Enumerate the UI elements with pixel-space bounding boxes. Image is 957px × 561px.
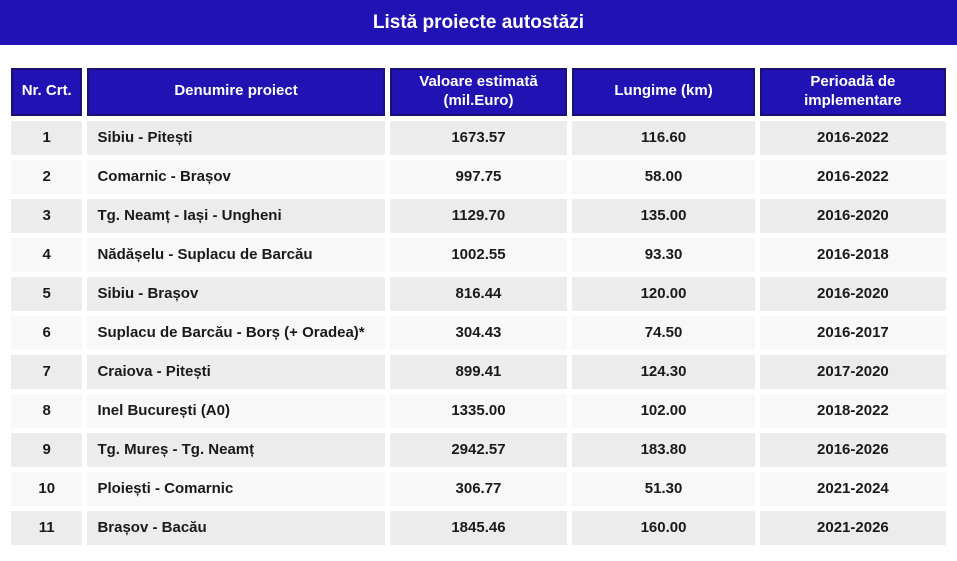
table-row: 1 Sibiu - Pitești 1673.57 116.60 2016-2022 bbox=[11, 120, 946, 155]
cell-length: 160.00 bbox=[572, 510, 755, 545]
column-header-nr: Nr. Crt. bbox=[11, 68, 83, 116]
cell-value: 1002.55 bbox=[389, 237, 568, 272]
cell-period: 2016-2022 bbox=[759, 159, 946, 194]
cell-name: Nădășelu - Suplacu de Barcău bbox=[87, 237, 385, 272]
cell-name: Inel București (A0) bbox=[87, 393, 385, 428]
cell-value: 2942.57 bbox=[389, 432, 568, 467]
cell-name: Comarnic - Brașov bbox=[87, 159, 385, 194]
cell-name: Sibiu - Pitești bbox=[87, 120, 385, 155]
header-row: Nr. Crt. Denumire proiect Valoare estimată… bbox=[11, 68, 946, 116]
column-header-line: (mil.Euro) bbox=[443, 91, 514, 109]
cell-name: Suplacu de Barcău - Borș (+ Oradea)* bbox=[87, 315, 385, 350]
cell-nr: 2 bbox=[11, 159, 83, 194]
table-row: 3 Tg. Neamț - Iași - Ungheni 1129.70 135.00… bbox=[11, 198, 946, 233]
column-header-line: Lungime (km) bbox=[614, 82, 713, 100]
table-row: 6 Suplacu de Barcău - Borș (+ Oradea)* 304… bbox=[11, 315, 946, 350]
cell-nr: 9 bbox=[11, 432, 83, 467]
cell-value: 997.75 bbox=[389, 159, 568, 194]
table-row: 7 Craiova - Pitești 899.41 124.30 2017-2020 bbox=[11, 354, 946, 389]
cell-length: 51.30 bbox=[572, 471, 755, 506]
cell-value: 1129.70 bbox=[389, 198, 568, 233]
title-bar: Listă proiecte autostăzi bbox=[0, 0, 957, 45]
cell-length: 135.00 bbox=[572, 198, 755, 233]
table-header: Nr. Crt. Denumire proiect Valoare estimată… bbox=[11, 68, 946, 116]
cell-length: 183.80 bbox=[572, 432, 755, 467]
column-header-length: Lungime (km) bbox=[572, 68, 755, 116]
cell-period: 2016-2022 bbox=[759, 120, 946, 155]
cell-name: Ploiești - Comarnic bbox=[87, 471, 385, 506]
table-row: 4 Nădășelu - Suplacu de Barcău 1002.55 93.3… bbox=[11, 237, 946, 272]
table-row: 10 Ploiești - Comarnic 306.77 51.30 2021-202… bbox=[11, 471, 946, 506]
cell-nr: 4 bbox=[11, 237, 83, 272]
column-header-period: Perioadă de implementare bbox=[759, 68, 946, 116]
cell-period: 2018-2022 bbox=[759, 393, 946, 428]
cell-length: 124.30 bbox=[572, 354, 755, 389]
cell-value: 899.41 bbox=[389, 354, 568, 389]
cell-name: Tg. Neamț - Iași - Ungheni bbox=[87, 198, 385, 233]
cell-value: 1845.46 bbox=[389, 510, 568, 545]
cell-name: Craiova - Pitești bbox=[87, 354, 385, 389]
cell-period: 2016-2017 bbox=[759, 315, 946, 350]
cell-value: 306.77 bbox=[389, 471, 568, 506]
cell-nr: 1 bbox=[11, 120, 83, 155]
column-header-name: Denumire proiect bbox=[87, 68, 385, 116]
cell-period: 2016-2020 bbox=[759, 198, 946, 233]
cell-period: 2016-2018 bbox=[759, 237, 946, 272]
cell-length: 93.30 bbox=[572, 237, 755, 272]
cell-name: Tg. Mureș - Tg. Neamț bbox=[87, 432, 385, 467]
cell-nr: 11 bbox=[11, 510, 83, 545]
cell-value: 1335.00 bbox=[389, 393, 568, 428]
column-header-line: Nr. Crt. bbox=[21, 82, 72, 100]
table-row: 9 Tg. Mureș - Tg. Neamț 2942.57 183.80 2016-… bbox=[11, 432, 946, 467]
cell-period: 2021-2024 bbox=[759, 471, 946, 506]
column-header-line: Valoare estimată bbox=[419, 73, 538, 90]
cell-nr: 8 bbox=[11, 393, 83, 428]
cell-value: 304.43 bbox=[389, 315, 568, 350]
column-header-line: implementare bbox=[804, 91, 902, 109]
table-row: 11 Brașov - Bacău 1845.46 160.00 2021-2026 bbox=[11, 510, 946, 545]
cell-name: Brașov - Bacău bbox=[87, 510, 385, 545]
cell-length: 120.00 bbox=[572, 276, 755, 311]
column-header-line: Denumire proiect bbox=[174, 82, 298, 100]
cell-value: 1673.57 bbox=[389, 120, 568, 155]
column-header-value: Valoare estimată (mil.Euro) bbox=[389, 68, 568, 116]
cell-length: 58.00 bbox=[572, 159, 755, 194]
projects-table: Nr. Crt. Denumire proiect Valoare estimată… bbox=[6, 63, 951, 550]
cell-nr: 3 bbox=[11, 198, 83, 233]
cell-period: 2017-2020 bbox=[759, 354, 946, 389]
cell-period: 2016-2020 bbox=[759, 276, 946, 311]
cell-name: Sibiu - Brașov bbox=[87, 276, 385, 311]
page-title: Listă proiecte autostăzi bbox=[372, 12, 585, 33]
cell-nr: 6 bbox=[11, 315, 83, 350]
cell-nr: 5 bbox=[11, 276, 83, 311]
table-row: 2 Comarnic - Brașov 997.75 58.00 2016-2022 bbox=[11, 159, 946, 194]
cell-nr: 10 bbox=[11, 471, 83, 506]
table-row: 5 Sibiu - Brașov 816.44 120.00 2016-2020 bbox=[11, 276, 946, 311]
cell-period: 2016-2026 bbox=[759, 432, 946, 467]
cell-period: 2021-2026 bbox=[759, 510, 946, 545]
cell-length: 102.00 bbox=[572, 393, 755, 428]
cell-length: 116.60 bbox=[572, 120, 755, 155]
cell-nr: 7 bbox=[11, 354, 83, 389]
cell-value: 816.44 bbox=[389, 276, 568, 311]
column-header-line: Perioadă de bbox=[810, 73, 896, 90]
table-row: 8 Inel București (A0) 1335.00 102.00 2018-20… bbox=[11, 393, 946, 428]
table-body: 1 Sibiu - Pitești 1673.57 116.60 2016-2022 2 C… bbox=[11, 120, 946, 545]
cell-length: 74.50 bbox=[572, 315, 755, 350]
